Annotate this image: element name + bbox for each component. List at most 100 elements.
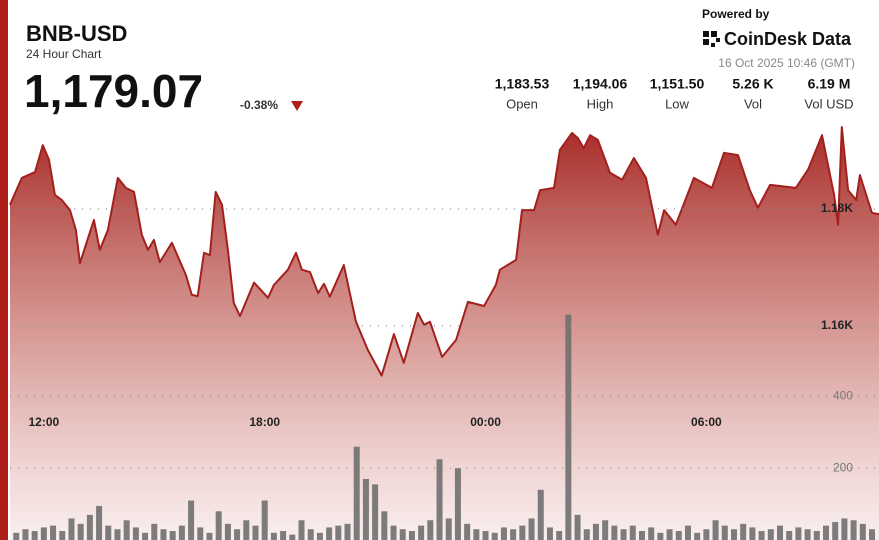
y-tick-label: 1.18K — [821, 201, 853, 215]
volume-bar — [59, 531, 66, 540]
volume-bar — [169, 531, 176, 540]
volume-bar — [77, 523, 84, 540]
price-line — [9, 126, 879, 377]
volume-bar — [132, 527, 139, 540]
x-tick-label: 06:00 — [691, 415, 722, 429]
volume-bar — [390, 525, 397, 540]
volume-bar — [537, 489, 544, 540]
volume-bar — [546, 527, 553, 540]
volume-bar — [335, 525, 342, 540]
volume-bar — [353, 446, 360, 540]
volume-bar — [703, 529, 710, 540]
volume-bar — [583, 529, 590, 540]
stat-label: Vol USD — [804, 96, 853, 111]
volume-bar — [399, 529, 406, 540]
volume-bar — [418, 525, 425, 540]
volume-bar — [280, 531, 287, 540]
volume-bar — [786, 531, 793, 540]
x-tick-label: 18:00 — [249, 415, 280, 429]
volume-bar — [307, 529, 314, 540]
volume-bar — [86, 514, 93, 540]
volume-bar — [96, 505, 103, 540]
volume-bar — [445, 518, 452, 540]
volume-bar — [694, 532, 701, 540]
marks-layer — [9, 126, 879, 540]
volume-bar — [528, 518, 535, 540]
volume-bar — [252, 525, 259, 540]
volume-bar — [721, 525, 728, 540]
volume-bar — [859, 523, 866, 540]
volume-bar — [298, 520, 305, 540]
volume-bar — [316, 532, 323, 540]
volume-bar — [602, 520, 609, 540]
volume-bar — [675, 531, 682, 540]
volume-bar — [638, 531, 645, 540]
powered-by: Powered by — [702, 7, 770, 21]
volume-bar — [574, 514, 581, 540]
x-tick-label: 00:00 — [470, 415, 501, 429]
volume-bar — [178, 525, 185, 540]
volume-bar — [31, 531, 38, 540]
brand-logo — [703, 31, 720, 47]
stat-label: High — [587, 96, 614, 111]
volume-bar — [50, 525, 57, 540]
volume-bar — [160, 529, 167, 540]
volume-bar — [215, 511, 222, 540]
volume-bar — [473, 529, 480, 540]
volume-bar — [795, 527, 802, 540]
volume-bar — [749, 527, 756, 540]
volume-bar — [776, 525, 783, 540]
stat-label: Low — [665, 96, 689, 111]
volume-bar — [123, 520, 130, 540]
brand: CoinDesk Data — [724, 29, 852, 49]
volume-bar — [758, 531, 765, 540]
volume-bar — [684, 525, 691, 540]
y-tick-label: 200 — [833, 460, 853, 474]
volume-bar — [500, 527, 507, 540]
volume-bar — [620, 529, 627, 540]
volume-bar — [648, 527, 655, 540]
volume-bar — [344, 523, 351, 540]
volume-bar — [491, 532, 498, 540]
volume-bar — [188, 500, 195, 540]
subtitle: 24 Hour Chart — [26, 47, 102, 61]
volume-bar — [289, 534, 296, 540]
volume-bar — [611, 525, 618, 540]
volume-bar — [197, 527, 204, 540]
volume-bar — [372, 484, 379, 540]
volume-bar — [243, 520, 250, 540]
accent-stripe — [0, 0, 8, 540]
volume-bar — [556, 531, 563, 540]
volume-bar — [436, 459, 443, 540]
volume-bar — [832, 522, 839, 540]
stat-value: 1,151.50 — [650, 76, 705, 92]
volume-bar — [804, 529, 811, 540]
volume-bar — [13, 532, 20, 540]
volume-bar — [454, 468, 461, 540]
volume-bar — [482, 531, 489, 540]
volume-bar — [464, 523, 471, 540]
volume-bar — [813, 531, 820, 540]
volume-bar — [40, 527, 47, 540]
price-area — [10, 127, 879, 540]
volume-bar — [712, 520, 719, 540]
stat-value: 1,183.53 — [495, 76, 550, 92]
header: BNB-USD 24 Hour Chart 1,179.07 -0.38% Po… — [24, 7, 855, 117]
volume-bar — [427, 520, 434, 540]
volume-bar — [592, 523, 599, 540]
volume-bar — [565, 314, 572, 540]
volume-bar — [151, 523, 158, 540]
volume-bar — [270, 532, 277, 540]
volume-bar — [326, 527, 333, 540]
volume-bar — [740, 523, 747, 540]
price: 1,179.07 — [24, 65, 203, 117]
volume-bar — [22, 529, 29, 540]
volume-bar — [730, 529, 737, 540]
volume-bar — [850, 520, 857, 540]
volume-bar — [822, 525, 829, 540]
stat-label: Open — [506, 96, 538, 111]
stat-value: 5.26 K — [732, 76, 773, 92]
x-tick-label: 12:00 — [29, 415, 60, 429]
volume-bar — [105, 525, 112, 540]
